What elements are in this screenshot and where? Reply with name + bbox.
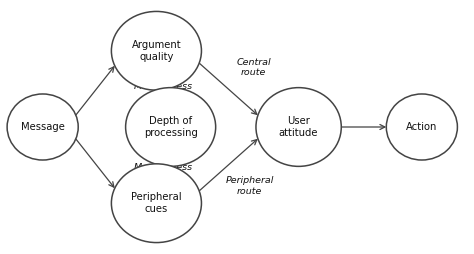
Text: User
attitude: User attitude (279, 116, 319, 138)
Text: Action: Action (406, 122, 438, 132)
Text: Depth of
processing: Depth of processing (144, 116, 198, 138)
Ellipse shape (386, 94, 457, 160)
Text: Message: Message (21, 122, 64, 132)
Ellipse shape (111, 11, 201, 90)
Text: Central
route: Central route (236, 58, 271, 77)
Text: Argument
quality: Argument quality (132, 40, 181, 62)
Ellipse shape (256, 88, 341, 166)
Ellipse shape (111, 164, 201, 243)
Text: Peripheral
route: Peripheral route (226, 176, 274, 196)
Ellipse shape (126, 88, 216, 166)
Text: Peripheral
cues: Peripheral cues (131, 192, 182, 214)
Text: More or less: More or less (135, 163, 192, 172)
Text: More or less: More or less (135, 82, 192, 91)
Ellipse shape (7, 94, 78, 160)
